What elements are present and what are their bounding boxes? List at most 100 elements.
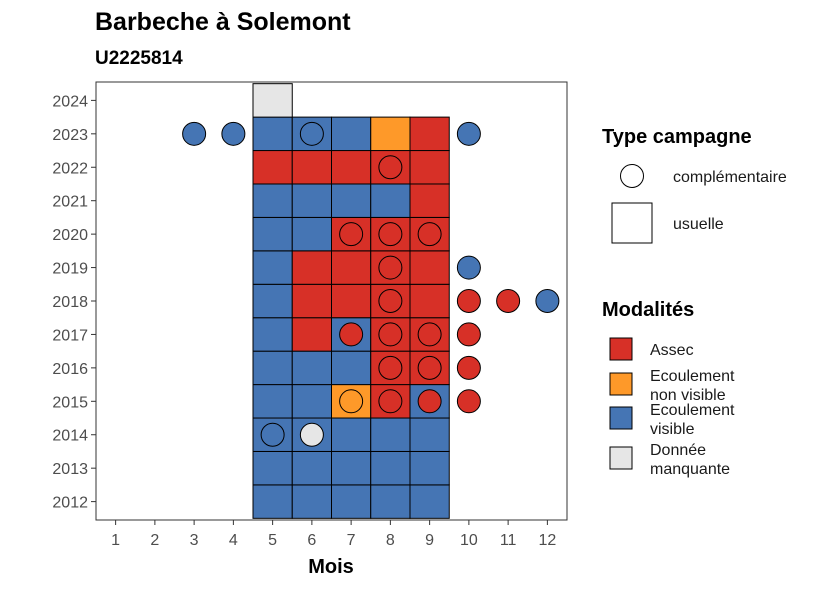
point-2020-9 <box>417 222 442 247</box>
x-tick-label-1: 1 <box>111 532 120 549</box>
legend-color-key-assec <box>609 337 633 361</box>
x-tick-label-10: 10 <box>460 532 478 549</box>
x-tick-label-6: 6 <box>307 532 316 549</box>
tile-2023-5 <box>252 116 293 152</box>
tile-2019-9 <box>409 250 450 285</box>
point-2017-8 <box>378 322 403 347</box>
x-tick-label-9: 9 <box>425 532 434 549</box>
tile-2021-7 <box>331 183 372 218</box>
legend-color-label-manquante-0: Donnée <box>650 442 706 459</box>
tile-2016-6 <box>291 350 332 386</box>
x-tick-label-3: 3 <box>190 532 199 549</box>
point-2023-4 <box>221 121 246 146</box>
y-tick-label-2013: 2013 <box>52 461 88 478</box>
tile-2024-5 <box>252 83 293 118</box>
tile-2013-7 <box>331 450 372 486</box>
legend-color-key-visible <box>609 406 633 430</box>
point-2015-9 <box>417 389 442 414</box>
x-tick-label-12: 12 <box>538 532 556 549</box>
point-2018-11 <box>496 289 521 313</box>
tile-2015-5 <box>252 384 293 419</box>
tile-2022-6 <box>291 150 332 185</box>
legend-shape-title: Type campagne <box>602 126 752 148</box>
legend-color-title: Modalités <box>602 299 694 321</box>
point-2016-8 <box>378 355 403 380</box>
x-tick-label-5: 5 <box>268 532 277 549</box>
legend-color-key-manquante <box>609 446 633 470</box>
tile-2014-8 <box>370 417 411 452</box>
tile-2015-6 <box>291 384 332 419</box>
tile-2013-8 <box>370 450 411 486</box>
y-tick-label-2017: 2017 <box>52 327 88 344</box>
tile-2012-7 <box>331 484 372 519</box>
legend-shape-key-usuelle <box>611 202 653 244</box>
point-2019-8 <box>378 255 403 280</box>
point-2023-10 <box>456 121 481 146</box>
x-tick-label-2: 2 <box>150 532 159 549</box>
y-tick-label-2012: 2012 <box>52 495 88 512</box>
point-2014-5 <box>260 422 285 447</box>
point-2015-7 <box>339 389 364 414</box>
y-tick-label-2016: 2016 <box>52 361 88 378</box>
y-tick-label-2018: 2018 <box>52 294 88 311</box>
tile-2023-8 <box>370 116 411 152</box>
x-tick-label-11: 11 <box>500 532 517 549</box>
tiles-layer <box>252 83 450 519</box>
tile-2020-6 <box>291 216 332 252</box>
tile-2018-5 <box>252 283 293 319</box>
tile-2023-9 <box>409 116 450 152</box>
legend-shape-key-complementaire <box>620 164 644 188</box>
tile-2012-9 <box>409 484 450 519</box>
tile-2021-8 <box>370 183 411 218</box>
tile-2014-9 <box>409 417 450 452</box>
y-tick-label-2024: 2024 <box>52 93 88 110</box>
tile-2012-8 <box>370 484 411 519</box>
y-tick-label-2022: 2022 <box>52 160 88 177</box>
point-2014-6 <box>299 422 324 447</box>
legend-color-label-nonvisible-0: Ecoulement <box>650 368 735 385</box>
tile-2016-5 <box>252 350 293 386</box>
tile-2014-7 <box>331 417 372 452</box>
y-tick-label-2019: 2019 <box>52 261 88 278</box>
point-2017-9 <box>417 322 442 347</box>
point-2015-10 <box>456 389 481 414</box>
tile-2019-6 <box>291 250 332 285</box>
y-axis: 2012 2013 2014 2015 2016 2017 2018 2019 2020 2021… <box>52 93 96 512</box>
point-2017-10 <box>456 322 481 347</box>
legend-shape-label-complementaire: complémentaire <box>673 169 787 186</box>
legend-color-key-nonvisible <box>609 372 633 396</box>
y-tick-label-2021: 2021 <box>52 194 88 211</box>
tile-2021-6 <box>291 183 332 218</box>
point-2020-8 <box>378 222 403 247</box>
x-tick-label-4: 4 <box>229 532 238 549</box>
tile-2021-9 <box>409 183 450 218</box>
chart-title: Barbeche à Solemont <box>95 8 351 36</box>
points-layer <box>182 121 560 447</box>
tile-2022-9 <box>409 150 450 185</box>
point-2023-6 <box>299 121 324 146</box>
legend-color-label-manquante-1: manquante <box>650 461 730 478</box>
tile-2013-5 <box>252 450 293 486</box>
chart-subtitle: U2225814 <box>95 48 183 69</box>
tile-2020-5 <box>252 216 293 252</box>
tile-2023-7 <box>331 116 372 152</box>
tile-2013-6 <box>291 450 332 486</box>
point-2017-7 <box>339 322 364 347</box>
tile-2012-5 <box>252 484 293 519</box>
x-axis-title: Mois <box>308 556 354 578</box>
point-2023-3 <box>182 121 207 146</box>
x-tick-label-7: 7 <box>347 532 356 549</box>
tile-2018-9 <box>409 283 450 319</box>
legend-color-label-nonvisible-1: non visible <box>650 387 726 404</box>
point-2015-8 <box>378 389 403 414</box>
point-2016-9 <box>417 355 442 380</box>
tile-2019-5 <box>252 250 293 285</box>
tile-2021-5 <box>252 183 293 218</box>
tile-2017-5 <box>252 317 293 352</box>
legend-color-label-visible-1: visible <box>650 421 695 438</box>
legend-color-label-assec-0: Assec <box>650 342 694 359</box>
y-tick-label-2015: 2015 <box>52 394 88 411</box>
tile-2018-6 <box>291 283 332 319</box>
